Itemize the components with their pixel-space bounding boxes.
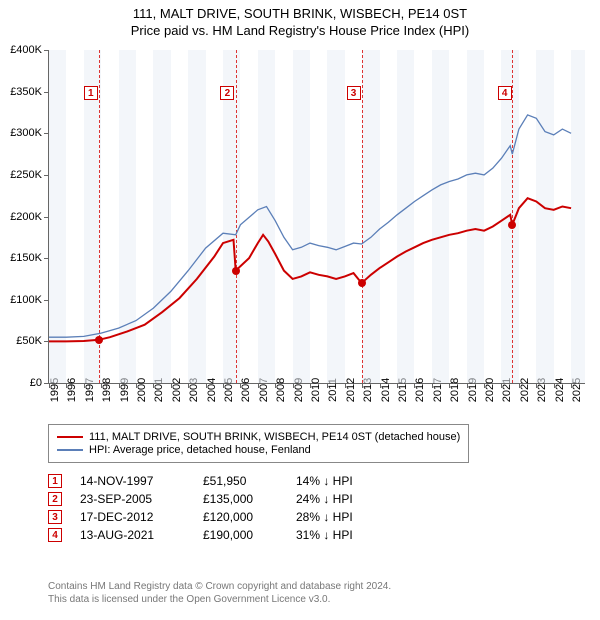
series-price-paid: [49, 198, 571, 341]
y-tick-label: £250K: [10, 169, 42, 181]
sales-table: 1 14-NOV-1997 £51,950 14% ↓ HPI 2 23-SEP-2005…: [48, 470, 353, 546]
y-tick-label: £200K: [10, 211, 42, 223]
sale-row-price: £135,000: [203, 492, 278, 506]
sale-row-pct: 28% ↓ HPI: [296, 510, 353, 524]
sale-row-pct: 14% ↓ HPI: [296, 474, 353, 488]
legend-swatch: [57, 436, 83, 438]
y-tick-label: £300K: [10, 127, 42, 139]
sale-row-date: 23-SEP-2005: [80, 492, 185, 506]
sale-row-date: 13-AUG-2021: [80, 528, 185, 542]
sale-row-price: £190,000: [203, 528, 278, 542]
sale-row-pct: 24% ↓ HPI: [296, 492, 353, 506]
sale-dot: [232, 267, 240, 275]
y-tick-label: £350K: [10, 86, 42, 98]
sale-row-pct: 31% ↓ HPI: [296, 528, 353, 542]
sale-row-badge: 3: [48, 510, 62, 524]
footer-attribution: Contains HM Land Registry data © Crown c…: [48, 580, 391, 606]
chart-plot-area: £0£50K£100K£150K£200K£250K£300K£350K£400…: [48, 50, 585, 384]
sale-row-badge: 1: [48, 474, 62, 488]
chart-legend: 111, MALT DRIVE, SOUTH BRINK, WISBECH, P…: [48, 424, 469, 463]
sale-row-price: £120,000: [203, 510, 278, 524]
sale-row-date: 17-DEC-2012: [80, 510, 185, 524]
sale-dot: [95, 336, 103, 344]
y-tick-label: £150K: [10, 252, 42, 264]
y-tick-label: £100K: [10, 294, 42, 306]
legend-label: HPI: Average price, detached house, Fenl…: [89, 444, 311, 456]
y-tick-label: £400K: [10, 44, 42, 56]
legend-row: HPI: Average price, detached house, Fenl…: [57, 444, 460, 456]
chart-lines: [49, 50, 585, 383]
legend-label: 111, MALT DRIVE, SOUTH BRINK, WISBECH, P…: [89, 431, 460, 443]
sale-row-price: £51,950: [203, 474, 278, 488]
sale-table-row: 3 17-DEC-2012 £120,000 28% ↓ HPI: [48, 510, 353, 524]
sale-table-row: 4 13-AUG-2021 £190,000 31% ↓ HPI: [48, 528, 353, 542]
legend-swatch: [57, 449, 83, 450]
sale-table-row: 2 23-SEP-2005 £135,000 24% ↓ HPI: [48, 492, 353, 506]
sale-table-row: 1 14-NOV-1997 £51,950 14% ↓ HPI: [48, 474, 353, 488]
y-tick-label: £50K: [16, 335, 42, 347]
sale-row-date: 14-NOV-1997: [80, 474, 185, 488]
y-tick-label: £0: [30, 377, 42, 389]
title-line-2: Price paid vs. HM Land Registry's House …: [0, 23, 600, 38]
footer-line-2: This data is licensed under the Open Gov…: [48, 593, 391, 606]
sale-row-badge: 4: [48, 528, 62, 542]
legend-row: 111, MALT DRIVE, SOUTH BRINK, WISBECH, P…: [57, 431, 460, 443]
sale-row-badge: 2: [48, 492, 62, 506]
footer-line-1: Contains HM Land Registry data © Crown c…: [48, 580, 391, 593]
sale-dot: [508, 221, 516, 229]
title-line-1: 111, MALT DRIVE, SOUTH BRINK, WISBECH, P…: [0, 6, 600, 21]
sale-dot: [358, 279, 366, 287]
